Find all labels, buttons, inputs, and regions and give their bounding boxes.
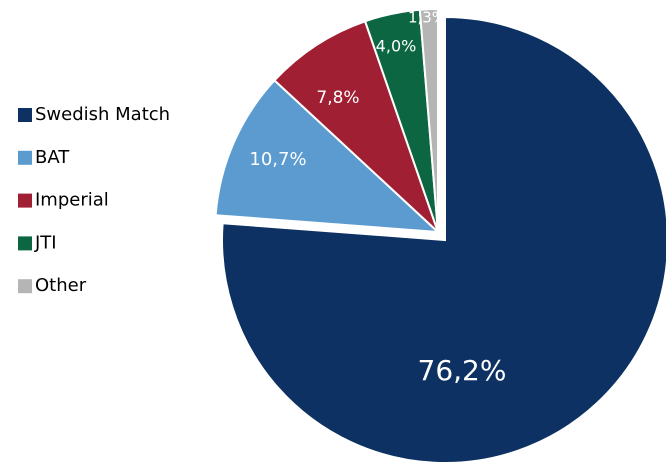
legend-label: Other [35,275,87,296]
legend-swatch [18,236,32,251]
pie-slice [273,19,439,233]
legend-swatch [18,193,32,208]
legend-label: BAT [35,147,70,168]
data-label: 7,8% [316,88,359,108]
legend-swatch [18,108,32,122]
data-label: 76,2% [418,354,507,387]
legend-label: Imperial [35,190,109,211]
data-label: 4,0% [376,37,417,56]
legend-swatch [18,150,32,165]
legend-swatch [18,279,32,294]
pie-slice [221,15,666,464]
data-label: 10,7% [249,149,306,170]
legend-label: JTI [34,232,57,253]
pie-slice [214,78,441,234]
data-label: 1,3% [408,9,446,27]
pie-slice [418,7,439,233]
legend-label: Swedish Match [35,104,170,125]
